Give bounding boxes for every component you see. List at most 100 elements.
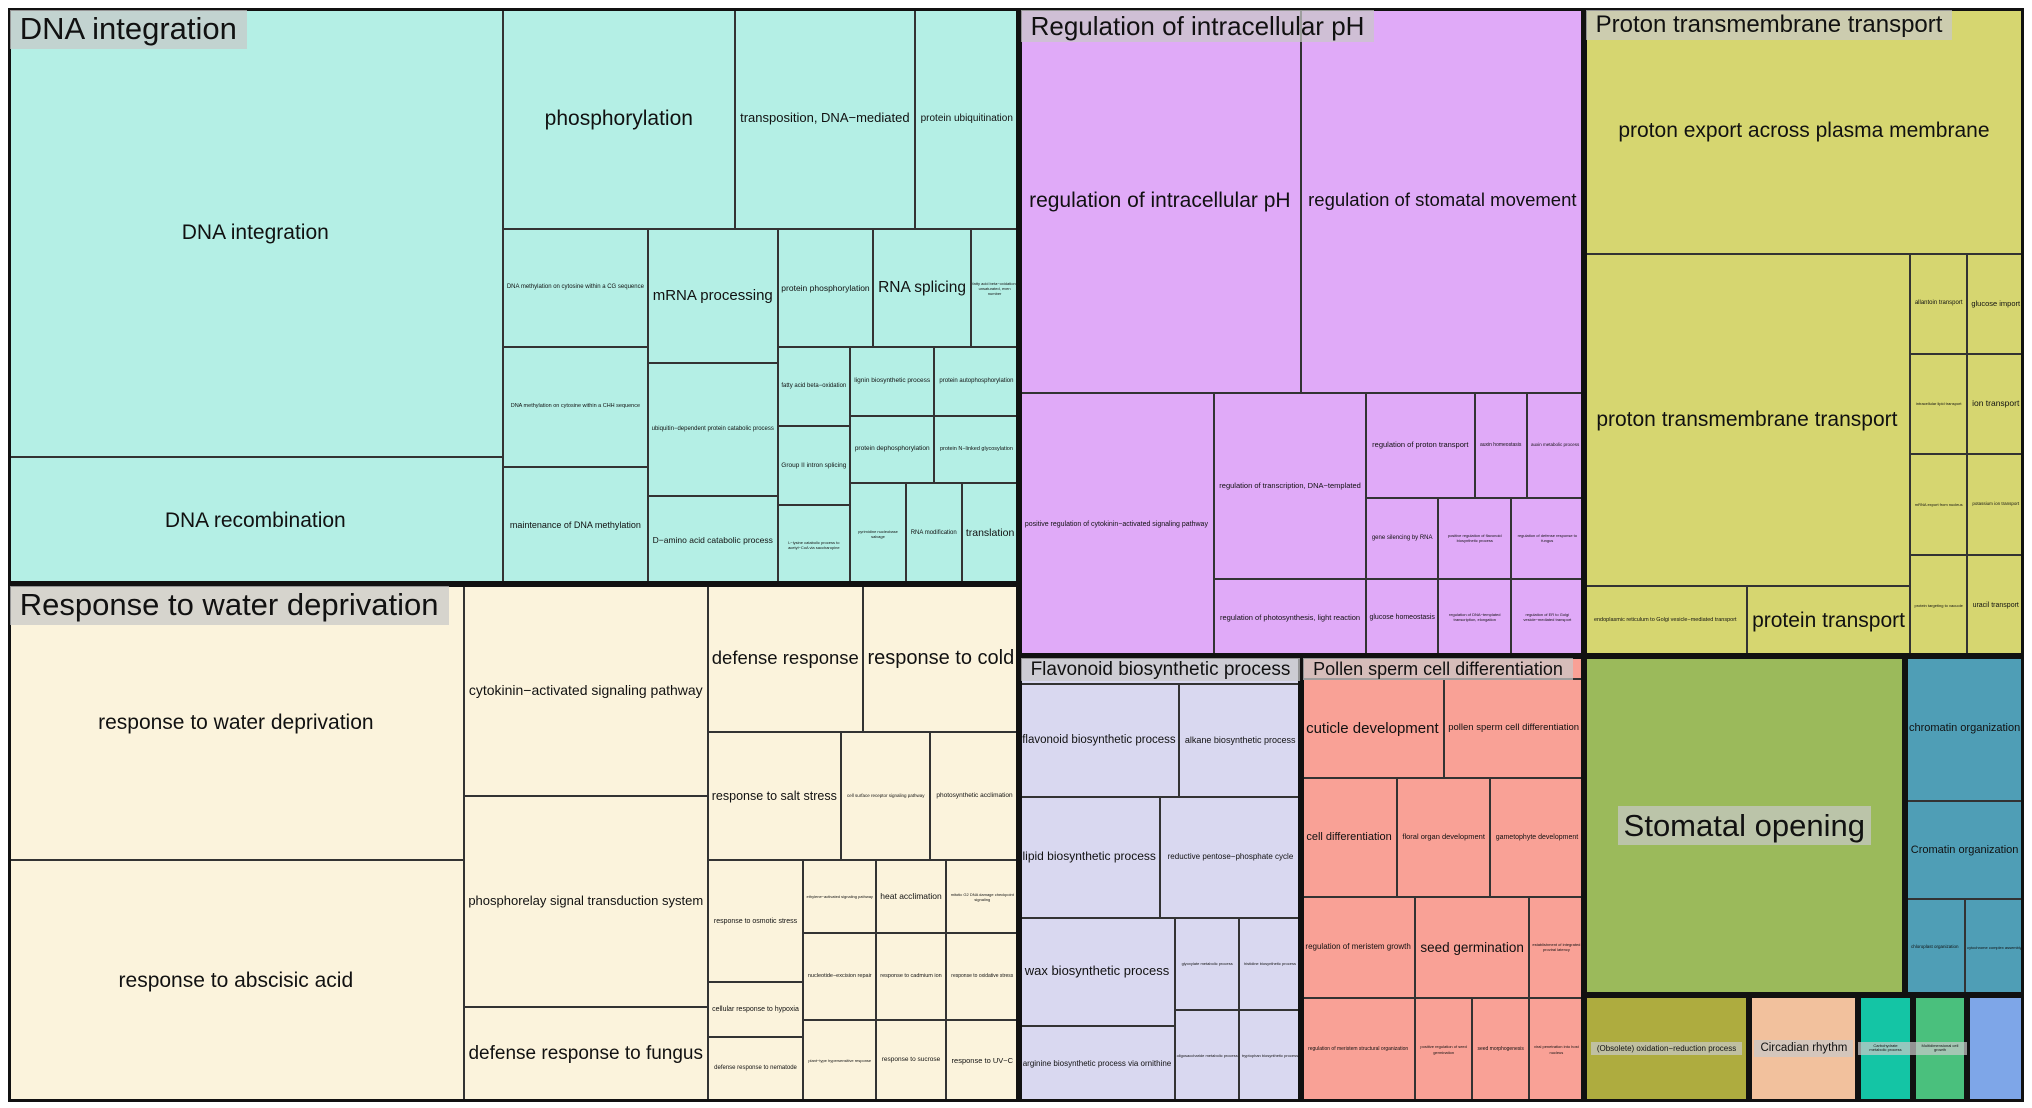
cell-label: cytokinin−activated signaling pathway [468, 681, 703, 698]
cell-label: regulation of stomatal movement [1308, 189, 1577, 211]
cell-label: gametophyte development [1495, 833, 1579, 841]
treemap-cell: glucose homeostasis [1365, 579, 1439, 656]
cell-label: pyrimidine nucleobase salvage [858, 528, 898, 539]
treemap-cell: alkane biosynthetic process [1179, 684, 1302, 797]
cell-label: DNA integration [181, 220, 329, 244]
treemap-cell: positive regulation of flavonoid biosynt… [1438, 497, 1512, 580]
cell-label: response to cadmium ion [880, 972, 942, 979]
cell-label: defense response to nematode [714, 1065, 797, 1072]
cell-label: lipid biosynthetic process [1022, 849, 1156, 864]
treemap-cell: photosynthetic acclimation [930, 732, 1019, 861]
cell-label: plant−type hypersensitive response [808, 1058, 872, 1064]
group-border [1967, 995, 2025, 1102]
treemap-cell: oligosaccharide metabolic process [1175, 1009, 1239, 1102]
cell-label: protein transport [1752, 609, 1905, 633]
treemap-cell: fatty acid beta−oxidation, unsaturated, … [970, 229, 1019, 348]
group-border [1301, 655, 1584, 1102]
treemap-cell: D−amino acid catabolic process [647, 496, 778, 585]
group-label: Carbohydrate metabolic process [1858, 1041, 1913, 1055]
group-label: Circadian rhythm [1754, 1039, 1854, 1057]
treemap-cell: viral penetration into host nucleus [1529, 997, 1584, 1102]
cell-label: seed germination [1420, 939, 1524, 955]
treemap-cell: regulation of photosynthesis, light reac… [1214, 579, 1366, 656]
cell-label: Group II intron splicing [781, 461, 847, 469]
cell-label: translation [965, 527, 1015, 540]
cell-label: regulation of DNA−templated transcriptio… [1449, 612, 1501, 623]
treemap-cell: translation [961, 483, 1019, 585]
treemap-cell: response to osmotic stress [707, 860, 804, 983]
cell-label: cytochrome complex assembly [1967, 944, 2022, 950]
treemap-cell: wax biosynthetic process [1018, 917, 1176, 1027]
treemap-cell: regulation of meristem structural organi… [1301, 997, 1416, 1102]
treemap-cell: defense response [707, 584, 864, 733]
treemap-cell: regulation of transcription, DNA−templat… [1214, 392, 1366, 580]
treemap-cell: arginine biosynthetic process via ornith… [1018, 1026, 1176, 1102]
treemap-cell: phosphorylation [502, 7, 735, 230]
cell-label: D−amino acid catabolic process [652, 534, 773, 545]
treemap-cell: protein transport [1746, 585, 1911, 656]
cell-label: flavonoid biosynthetic process [1022, 734, 1176, 747]
cell-label: response to cold [867, 647, 1015, 670]
cell-label: mRNA export from nucleus [1914, 501, 1963, 507]
cell-label: protein autophosphorylation [939, 377, 1014, 384]
treemap-cell: response to oxidative stress [946, 933, 1019, 1020]
cell-label: phosphorelay signal transduction system [468, 892, 704, 908]
cell-label: response to sucrose [881, 1056, 941, 1064]
treemap-cell: ethylene−activated signaling pathway [803, 860, 877, 934]
cell-label: response to water deprivation [98, 710, 374, 734]
cell-label: regulation of meristem growth [1305, 942, 1411, 952]
treemap-cell: cuticle development [1301, 679, 1444, 778]
group-label: Pollen sperm cell differentiation [1303, 657, 1573, 681]
treemap-cell: mRNA processing [647, 229, 778, 363]
cell-label: auxin metabolic process [1530, 442, 1580, 448]
group-label: (Obsolete) oxidation−reduction process [1590, 1041, 1743, 1055]
group-label-box: Circadian rhythm [1749, 995, 1858, 1101]
cell-label: heat acclimation [880, 891, 942, 902]
treemap-cell: Cromatin organization [1905, 800, 2025, 900]
treemap-cell: positive regulation of cytokinin−activat… [1018, 392, 1215, 656]
cell-label: fatty acid beta−oxidation, unsaturated, … [972, 280, 1017, 296]
cell-label: positive regulation of cytokinin−activat… [1024, 520, 1208, 528]
treemap-cell: flavonoid biosynthetic process [1018, 684, 1180, 797]
cell-label: proton export across plasma membrane [1618, 119, 1990, 143]
treemap-cell: phosphorelay signal transduction system [463, 795, 708, 1007]
treemap-cell: intracellular lipid transport [1910, 353, 1968, 454]
group-label: Multidimensional cell growth [1912, 1041, 1968, 1055]
group-border [1018, 655, 1302, 1102]
treemap-cell: Group II intron splicing [777, 426, 851, 506]
treemap-cell: glyoxylate metabolic process [1175, 917, 1239, 1010]
cell-label: regulation of defense response to fungus [1517, 533, 1577, 544]
cell-label: protein targeting to vacuole [1914, 602, 1963, 608]
treemap-cell: response to cadmium ion [876, 933, 946, 1020]
cell-label: Cromatin organization [1910, 843, 2019, 856]
cell-label: seed morphogenesis [1477, 1046, 1524, 1053]
group-border [7, 7, 1019, 585]
cell-label: mRNA processing [652, 287, 773, 305]
cell-label: response to salt stress [711, 789, 837, 804]
cell-label: response to abscisic acid [118, 969, 354, 993]
treemap-cell: response to water deprivation [7, 584, 464, 861]
treemap-cell: nucleotide−excision repair [803, 933, 877, 1020]
treemap-cell: protein autophosphorylation [934, 347, 1019, 416]
cell-label: protein dephosphorylation [854, 445, 930, 453]
group-label-box: Carbohydrate metabolic process [1858, 995, 1913, 1101]
treemap-cell: RNA splicing [873, 229, 971, 348]
cell-label: lignin biosynthetic process [854, 377, 931, 385]
treemap-cell: plant−type hypersensitive response [803, 1019, 877, 1102]
cell-label: RNA splicing [878, 279, 966, 297]
group-label-box: (Obsolete) oxidation−reduction process [1584, 995, 1750, 1101]
treemap-cell: heat acclimation [876, 860, 946, 934]
cell-label: regulation of ER to Golgi vesicle−mediat… [1523, 612, 1572, 623]
treemap-cell: gene silencing by RNA [1365, 497, 1439, 580]
cell-label: floral organ development [1402, 832, 1485, 842]
treemap-cell: lipid biosynthetic process [1018, 796, 1160, 918]
cell-label: pollen sperm cell differentiation [1448, 722, 1580, 734]
cell-label: wax biosynthetic process [1024, 963, 1170, 979]
treemap-cell: allantoin transport [1910, 254, 1968, 354]
treemap-cell: protein phosphorylation [777, 229, 874, 348]
treemap-cell: ubiquitin−dependent protein catabolic pr… [647, 362, 778, 497]
treemap-cell: protein targeting to vacuole [1910, 554, 1968, 656]
treemap-cell: defense response to fungus [463, 1006, 708, 1102]
cell-label: alkane biosynthetic process [1184, 734, 1296, 745]
treemap-cell: DNA methylation on cytosine within a CG … [502, 229, 648, 348]
